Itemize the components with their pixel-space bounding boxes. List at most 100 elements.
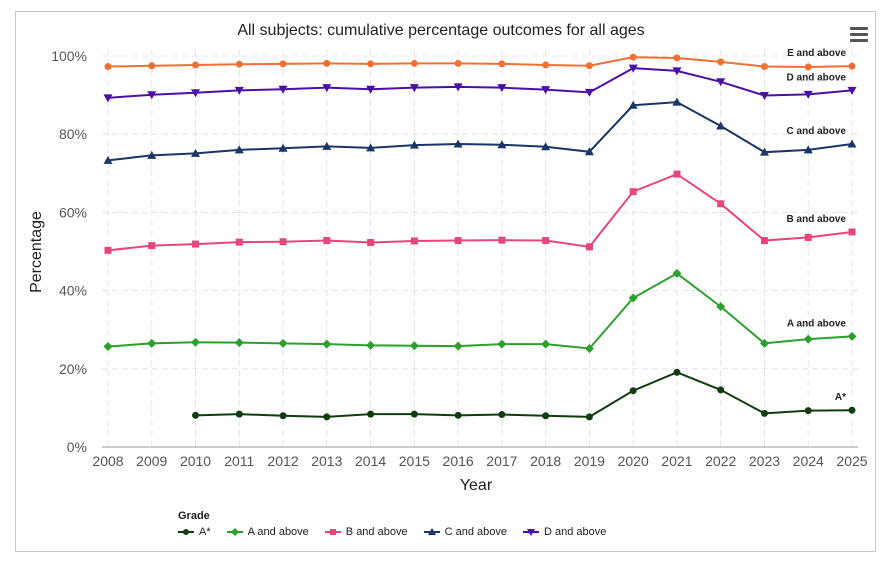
data-point[interactable]: [323, 59, 331, 67]
data-point[interactable]: [759, 147, 769, 156]
data-point[interactable]: [804, 63, 812, 71]
data-point[interactable]: [235, 410, 243, 418]
data-point[interactable]: [454, 59, 462, 67]
data-point[interactable]: [323, 237, 331, 245]
data-point[interactable]: [148, 62, 156, 70]
data-point[interactable]: [409, 341, 419, 351]
data-point[interactable]: [760, 409, 768, 417]
data-point[interactable]: [366, 85, 376, 94]
data-point[interactable]: [409, 140, 419, 149]
data-point[interactable]: [628, 100, 638, 109]
data-point[interactable]: [366, 143, 376, 152]
data-point[interactable]: [234, 145, 244, 154]
data-point[interactable]: [366, 340, 376, 350]
data-point[interactable]: [717, 58, 725, 66]
data-point[interactable]: [585, 62, 593, 70]
data-point[interactable]: [542, 237, 550, 245]
data-point[interactable]: [759, 91, 769, 100]
data-point[interactable]: [716, 121, 726, 130]
data-point[interactable]: [716, 78, 726, 87]
data-point[interactable]: [147, 91, 157, 100]
chart-menu-icon[interactable]: [850, 27, 868, 43]
data-point[interactable]: [542, 412, 550, 420]
data-point[interactable]: [585, 413, 593, 421]
data-point[interactable]: [584, 343, 594, 353]
data-point[interactable]: [629, 188, 637, 196]
data-point[interactable]: [498, 60, 506, 68]
data-point[interactable]: [847, 86, 857, 95]
data-point[interactable]: [672, 67, 682, 76]
data-point[interactable]: [673, 54, 681, 62]
data-point[interactable]: [147, 338, 157, 348]
data-point[interactable]: [279, 238, 287, 246]
data-point[interactable]: [192, 61, 200, 69]
data-point[interactable]: [367, 410, 375, 418]
data-point[interactable]: [759, 338, 769, 348]
legend-item[interactable]: C and above: [423, 526, 507, 538]
data-point[interactable]: [192, 240, 200, 248]
data-point[interactable]: [584, 88, 594, 97]
data-point[interactable]: [278, 338, 288, 348]
data-point[interactable]: [410, 410, 418, 418]
data-point[interactable]: [847, 139, 857, 148]
data-point[interactable]: [409, 84, 419, 93]
data-point[interactable]: [104, 246, 112, 254]
data-point[interactable]: [629, 387, 637, 395]
data-point[interactable]: [103, 94, 113, 103]
data-point[interactable]: [192, 411, 200, 419]
data-point[interactable]: [672, 268, 682, 278]
data-point[interactable]: [804, 407, 812, 415]
data-point[interactable]: [673, 368, 681, 376]
data-point[interactable]: [191, 337, 201, 347]
data-point[interactable]: [191, 148, 201, 157]
data-point[interactable]: [541, 86, 551, 95]
data-point[interactable]: [191, 89, 201, 98]
data-point[interactable]: [848, 62, 856, 70]
data-point[interactable]: [717, 386, 725, 394]
data-point[interactable]: [672, 97, 682, 106]
data-point[interactable]: [803, 90, 813, 99]
data-point[interactable]: [804, 233, 812, 241]
data-point[interactable]: [497, 339, 507, 349]
data-point[interactable]: [716, 302, 726, 312]
data-point[interactable]: [497, 84, 507, 93]
data-point[interactable]: [760, 237, 768, 245]
data-point[interactable]: [234, 86, 244, 95]
data-point[interactable]: [103, 342, 113, 352]
data-point[interactable]: [453, 83, 463, 92]
data-point[interactable]: [235, 238, 243, 246]
data-point[interactable]: [541, 142, 551, 151]
data-point[interactable]: [628, 64, 638, 73]
data-point[interactable]: [673, 170, 681, 178]
data-point[interactable]: [278, 85, 288, 94]
data-point[interactable]: [234, 338, 244, 348]
data-point[interactable]: [454, 411, 462, 419]
legend-item[interactable]: B and above: [324, 526, 408, 538]
data-point[interactable]: [498, 236, 506, 244]
data-point[interactable]: [453, 139, 463, 148]
data-point[interactable]: [453, 341, 463, 351]
data-point[interactable]: [104, 63, 112, 71]
data-point[interactable]: [367, 60, 375, 68]
data-point[interactable]: [847, 331, 857, 341]
data-point[interactable]: [454, 237, 462, 245]
data-point[interactable]: [803, 145, 813, 154]
data-point[interactable]: [803, 334, 813, 344]
data-point[interactable]: [585, 243, 593, 251]
data-point[interactable]: [322, 339, 332, 349]
data-point[interactable]: [235, 60, 243, 68]
data-point[interactable]: [367, 239, 375, 247]
data-point[interactable]: [279, 60, 287, 68]
data-point[interactable]: [410, 237, 418, 245]
data-point[interactable]: [103, 155, 113, 164]
data-point[interactable]: [410, 59, 418, 67]
data-point[interactable]: [147, 150, 157, 159]
legend-item[interactable]: A and above: [226, 526, 309, 538]
data-point[interactable]: [848, 228, 856, 236]
data-point[interactable]: [628, 293, 638, 303]
data-point[interactable]: [279, 412, 287, 420]
data-point[interactable]: [542, 61, 550, 69]
data-point[interactable]: [541, 339, 551, 349]
data-point[interactable]: [760, 63, 768, 71]
data-point[interactable]: [717, 200, 725, 208]
